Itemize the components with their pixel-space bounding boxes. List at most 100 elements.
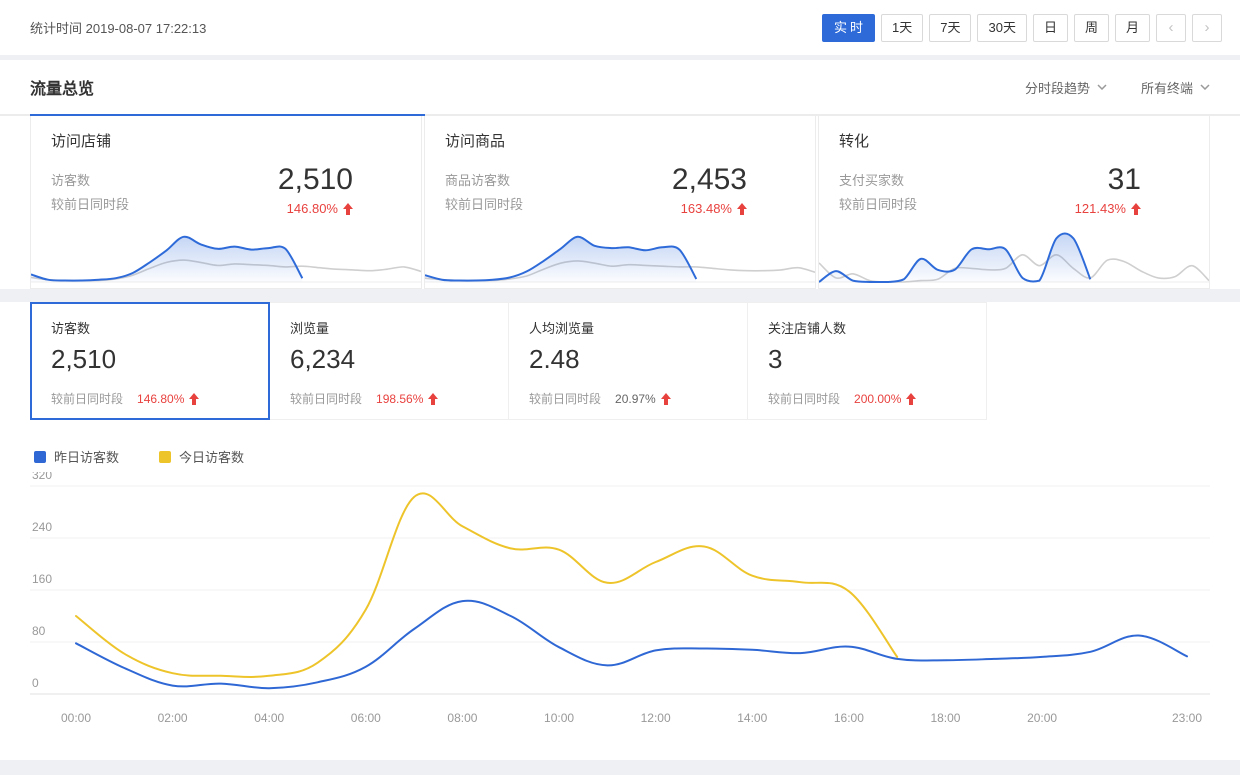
trend-type-dropdown[interactable]: 分时段趋势	[1025, 78, 1107, 97]
up-arrow-icon	[1131, 202, 1141, 215]
legend-today[interactable]: 今日访客数	[159, 447, 244, 466]
svg-text:04:00: 04:00	[254, 711, 284, 725]
legend-label: 昨日访客数	[54, 450, 120, 465]
prev-period-button[interactable]: ‹	[1156, 13, 1186, 42]
mini-chart-visit-item	[425, 235, 815, 283]
terminal-label: 所有终端	[1140, 80, 1193, 96]
tile-value: 6,234	[290, 344, 356, 374]
compare-label: 较前日同时段	[51, 392, 124, 406]
compare-pct: 200.00%	[854, 392, 917, 406]
legend-yesterday[interactable]: 昨日访客数	[34, 447, 119, 466]
svg-text:02:00: 02:00	[158, 711, 188, 725]
svg-text:10:00: 10:00	[544, 711, 574, 725]
tile-value: 2.48	[529, 344, 580, 374]
compare-pct: 198.56%	[376, 392, 439, 406]
metric-label: 商品访客数	[445, 173, 511, 188]
compare-pct: 20.97%	[615, 392, 671, 406]
trend-type-label: 分时段趋势	[1024, 80, 1090, 96]
stat-time-value: 2019-08-07 17:22:13	[85, 21, 207, 36]
tile-label: 访客数	[51, 321, 91, 336]
tile-shop-followers[interactable]: 关注店铺人数 3 较前日同时段 200.00%	[747, 302, 987, 420]
time-range-group: 实时 1天 7天 30天 日 周 月 ‹ ›	[822, 13, 1222, 42]
card-visit-item[interactable]: 访问商品 商品访客数 较前日同时段 2,453 163.48%	[424, 116, 816, 289]
up-arrow-icon	[737, 202, 747, 215]
mini-chart-visit-shop	[31, 235, 421, 283]
svg-text:320: 320	[32, 472, 52, 482]
up-arrow-icon	[906, 392, 917, 405]
legend-swatch-today	[159, 450, 172, 463]
mini-chart-conversion	[819, 232, 1209, 283]
range-button-week[interactable]: 周	[1073, 13, 1109, 42]
svg-text:23:00: 23:00	[1172, 711, 1202, 725]
metric-label: 支付买家数	[839, 173, 905, 188]
tile-value: 3	[768, 344, 783, 374]
tile-label: 关注店铺人数	[768, 321, 847, 336]
tile-visitors[interactable]: 访客数 2,510 较前日同时段 146.80%	[30, 302, 270, 420]
next-period-button[interactable]: ›	[1192, 13, 1222, 42]
chart-legend: 昨日访客数 今日访客数	[0, 420, 1240, 468]
tile-label: 人均浏览量	[529, 321, 595, 336]
range-button-1day[interactable]: 1天	[881, 13, 924, 42]
metric-value: 31	[1107, 163, 1141, 196]
card-conversion[interactable]: 转化 支付买家数 较前日同时段 31 121.43%	[818, 116, 1210, 289]
compare-pct: 121.43%	[1075, 201, 1141, 216]
traffic-overview-panel: 流量总览 分时段趋势 所有终端 访问店铺 访客数 较前日同时段 2,51	[0, 60, 1240, 289]
svg-text:12:00: 12:00	[641, 711, 671, 725]
tab-divider	[0, 114, 1240, 116]
svg-text:14:00: 14:00	[737, 711, 767, 725]
section-title: 流量总览	[30, 81, 95, 98]
compare-label: 较前日同时段	[290, 392, 363, 406]
metric-tiles: 访客数 2,510 较前日同时段 146.80% 浏览量 6,234 较前日同时…	[0, 302, 1240, 420]
range-button-day[interactable]: 日	[1032, 13, 1068, 42]
compare-pct: 146.80%	[137, 392, 200, 406]
chevron-down-icon	[1097, 84, 1107, 90]
svg-text:0: 0	[32, 676, 39, 690]
compare-label: 较前日同时段	[445, 197, 524, 212]
card-visit-shop[interactable]: 访问店铺 访客数 较前日同时段 2,510 146.80%	[30, 116, 422, 289]
up-arrow-icon	[189, 392, 200, 405]
svg-text:240: 240	[32, 520, 52, 534]
active-tab-indicator	[30, 114, 425, 116]
card-title: 访问店铺	[51, 133, 112, 150]
tile-label: 浏览量	[290, 321, 330, 336]
range-button-7day[interactable]: 7天	[929, 13, 972, 42]
compare-label: 较前日同时段	[839, 197, 918, 212]
svg-text:160: 160	[32, 572, 52, 586]
tile-value: 2,510	[51, 344, 117, 374]
up-arrow-icon	[660, 392, 671, 405]
compare-pct: 146.80%	[287, 201, 353, 216]
svg-text:08:00: 08:00	[447, 711, 477, 725]
stat-time-label: 统计时间	[30, 21, 83, 36]
overview-cards: 访问店铺 访客数 较前日同时段 2,510 146.80% 访问商品 商品	[0, 116, 1240, 289]
tile-views-per-visitor[interactable]: 人均浏览量 2.48 较前日同时段 20.97%	[508, 302, 748, 420]
legend-swatch-yesterday	[34, 450, 46, 463]
tile-pageviews[interactable]: 浏览量 6,234 较前日同时段 198.56%	[269, 302, 509, 420]
terminal-dropdown[interactable]: 所有终端	[1141, 78, 1210, 97]
legend-label: 今日访客数	[179, 450, 245, 465]
compare-pct: 163.48%	[681, 201, 747, 216]
svg-text:16:00: 16:00	[834, 711, 864, 725]
chevron-down-icon	[1200, 84, 1210, 90]
range-button-30day[interactable]: 30天	[977, 13, 1027, 42]
svg-text:18:00: 18:00	[930, 711, 960, 725]
metrics-and-chart-panel: 访客数 2,510 较前日同时段 146.80% 浏览量 6,234 较前日同时…	[0, 302, 1240, 760]
svg-text:20:00: 20:00	[1027, 711, 1057, 725]
metric-value: 2,453	[671, 163, 747, 196]
svg-text:80: 80	[32, 624, 46, 638]
svg-text:06:00: 06:00	[351, 711, 381, 725]
range-button-month[interactable]: 月	[1114, 13, 1150, 42]
up-arrow-icon	[428, 392, 439, 405]
svg-text:00:00: 00:00	[61, 711, 91, 725]
compare-label: 较前日同时段	[51, 197, 130, 212]
range-button-realtime[interactable]: 实时	[822, 13, 876, 42]
compare-label: 较前日同时段	[529, 392, 602, 406]
top-header: 统计时间 2019-08-07 17:22:13 实时 1天 7天 30天 日 …	[0, 0, 1240, 55]
metric-label: 访客数	[51, 173, 91, 188]
card-title: 访问商品	[445, 133, 506, 150]
card-title: 转化	[839, 133, 870, 150]
compare-label: 较前日同时段	[768, 392, 841, 406]
metric-value: 2,510	[277, 163, 353, 196]
traffic-line-chart: 0 80 160 240 320 00:00 02:00 04:00 06:00 08:00 10:…	[30, 472, 1210, 725]
stat-time: 统计时间 2019-08-07 17:22:13	[30, 18, 206, 37]
up-arrow-icon	[343, 202, 353, 215]
